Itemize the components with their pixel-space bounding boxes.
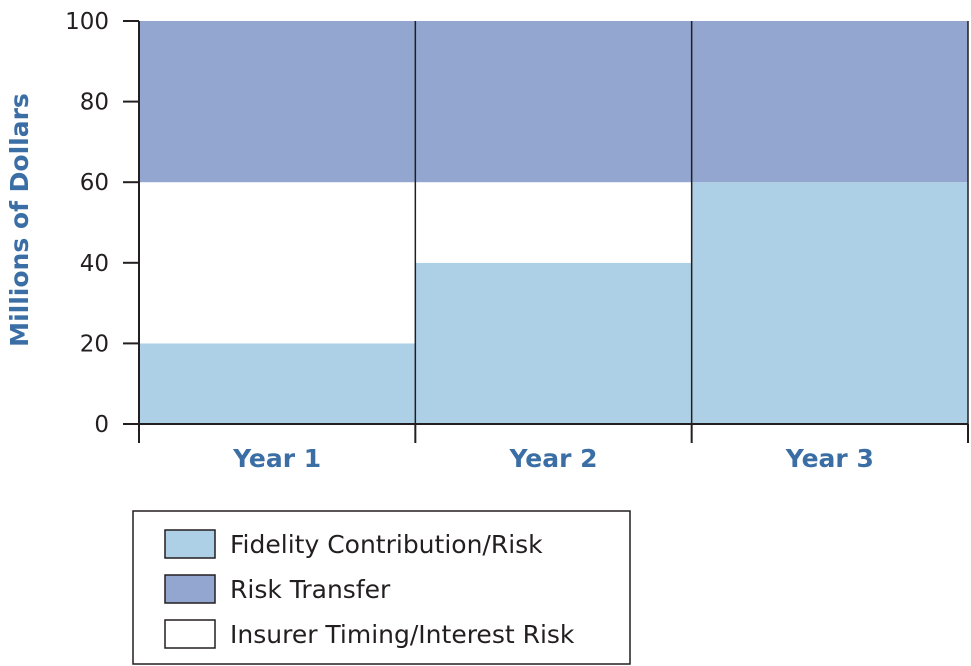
legend-label: Risk Transfer <box>230 575 391 604</box>
bar-segment-1-2 <box>139 182 416 344</box>
y-axis: 0 20 40 60 80 100 <box>65 9 140 438</box>
y-tick-label: 60 <box>80 170 109 196</box>
legend: Fidelity Contribution/Risk Risk Transfer I… <box>132 510 631 665</box>
bar-segment-3-1 <box>691 182 968 424</box>
x-axis: Year 1 Year 2 Year 3 <box>123 423 969 473</box>
x-category-label: Year 2 <box>508 444 597 473</box>
bar-segment-1-1 <box>139 343 416 424</box>
bar-segment-2-3 <box>415 21 692 183</box>
x-category-label: Year 3 <box>785 444 874 473</box>
y-tick-label: 80 <box>80 90 109 116</box>
legend-swatch <box>164 619 216 649</box>
legend-swatch <box>164 529 216 559</box>
bars-group <box>138 21 969 424</box>
legend-label: Insurer Timing/Interest Risk <box>230 620 575 649</box>
y-tick-label: 40 <box>80 251 109 277</box>
x-category-label: Year 1 <box>232 444 321 473</box>
y-tick-label: 0 <box>94 412 109 438</box>
bar-segment-1-3 <box>139 21 416 183</box>
legend-swatch <box>164 574 216 604</box>
legend-box <box>132 510 631 665</box>
y-tick-label: 20 <box>80 331 109 357</box>
bar-segment-3-3 <box>691 21 968 183</box>
bar-segment-2-2 <box>415 182 692 263</box>
bar-segment-2-1 <box>415 262 692 424</box>
y-tick-label: 100 <box>65 9 109 35</box>
y-axis-title: Millions of Dollars <box>5 93 34 347</box>
legend-label: Fidelity Contribution/Risk <box>230 530 543 559</box>
